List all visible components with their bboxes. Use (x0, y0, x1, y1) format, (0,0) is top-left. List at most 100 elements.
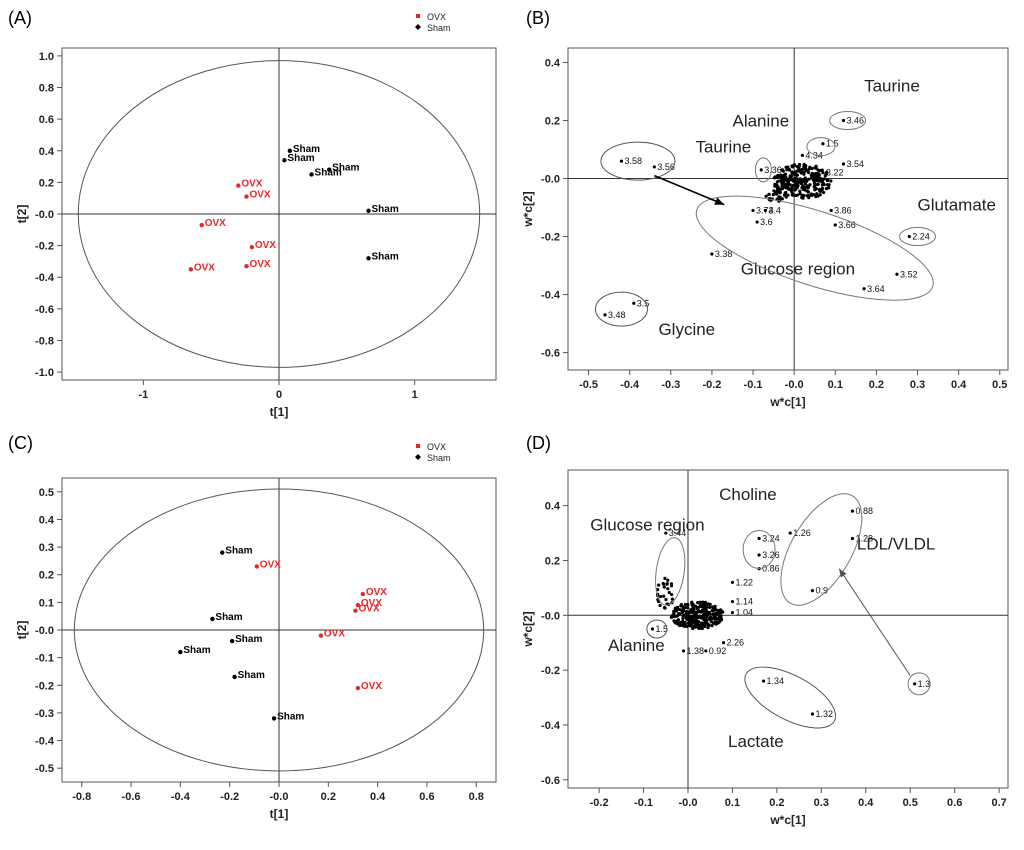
loading-label: 0.88 (855, 506, 873, 516)
loading-point (672, 611, 676, 615)
loading-point (777, 190, 781, 195)
point-label: Sham (372, 251, 399, 262)
loading-point (707, 623, 711, 627)
y-tick-label: -0.3 (35, 708, 54, 720)
loading-point (683, 602, 687, 607)
x-tick-label: -0.6 (122, 791, 141, 803)
x-axis-label: w*c[1] (769, 813, 805, 827)
panel-b-label: (B) (526, 8, 550, 28)
panel-d-label: (D) (526, 433, 551, 453)
x-tick-label: 0.2 (869, 379, 884, 391)
loading-label: 3.38 (715, 249, 733, 259)
loading-point (714, 617, 718, 621)
y-tick-label: 0.4 (39, 146, 55, 158)
loading-point (792, 163, 797, 167)
x-tick-label: 1 (412, 389, 418, 401)
annotation-alanine: Alanine (732, 111, 789, 130)
loading-point (619, 159, 624, 163)
group-ellipse (829, 111, 867, 131)
data-point-ovx (188, 267, 194, 272)
loading-point (669, 584, 674, 588)
x-tick-label: -0.0 (785, 379, 804, 391)
loading-point (715, 608, 719, 612)
loading-point (691, 611, 695, 615)
loadings: 0.881.281.263.243.260.860.93.441.221.141… (590, 485, 935, 751)
loading-point (813, 178, 817, 183)
loading-label: 3.58 (624, 156, 642, 166)
x-tick-label: 0.4 (951, 379, 967, 391)
point-label: Sham (287, 153, 314, 164)
x-tick-label: 0 (276, 389, 282, 401)
panel-c-label: (C) (8, 433, 33, 453)
panel-d: (D) (512, 425, 1024, 850)
loading-point (795, 173, 800, 177)
loading-point (829, 208, 833, 213)
loading-point (784, 175, 788, 180)
point-label: OVX (366, 587, 387, 598)
annotation-glutamate: Glutamate (918, 195, 996, 214)
loading-point (663, 606, 667, 610)
group-ellipse (655, 537, 686, 606)
loading-point (813, 188, 817, 192)
y-tick-label: -0.4 (35, 272, 55, 284)
loading-point (665, 581, 669, 586)
loading-point (694, 611, 698, 616)
data-point-sham (178, 649, 183, 655)
y-tick-label: -0.6 (35, 304, 54, 316)
arrow-line (654, 174, 725, 206)
data-point-ovx (199, 222, 204, 228)
loading-point (803, 166, 808, 171)
loading-point (786, 180, 791, 185)
data-point-ovx (244, 263, 249, 269)
x-tick-label: 0.3 (910, 379, 925, 391)
loading-point (664, 531, 668, 535)
x-tick-label: 0.1 (725, 797, 740, 809)
x-tick-label: -0.8 (72, 791, 91, 803)
group-ellipse (695, 195, 934, 301)
loading-label: 3.56 (657, 162, 675, 172)
loading-label: 3.24 (762, 534, 780, 544)
loading-point (664, 597, 668, 602)
x-tick-label: -0.2 (702, 379, 721, 391)
plot-frame (567, 47, 1009, 371)
loading-point (757, 536, 761, 541)
loading-point (658, 603, 662, 608)
loading-point (701, 602, 705, 606)
series-sham: Sham Sham Sham Sham Sham Sham (178, 546, 304, 722)
loading-label: 3.26 (762, 550, 780, 560)
x-tick-label: 0.5 (903, 797, 918, 809)
loading-point (822, 177, 826, 181)
loading-point (673, 619, 677, 623)
group-ellipse (742, 530, 776, 569)
legend-label-sham: Sham (427, 453, 451, 463)
group-ellipse (594, 291, 648, 327)
loading-label: 1.34 (767, 676, 785, 686)
loading-point (805, 194, 809, 198)
loading-label: 3.86 (834, 205, 852, 215)
legend-marker (416, 14, 420, 18)
loading-point (808, 165, 812, 169)
loading-point (812, 172, 816, 176)
loading-label: 1.32 (815, 709, 833, 719)
loading-label: 3.64 (867, 284, 885, 294)
loading-point (807, 177, 811, 181)
point-label: Sham (215, 612, 242, 623)
panel-b-axes: -0.5 -0.4 -0.3 -0.2 -0.1 -0.0 0.1 0.2 0.3 0.4 0.5 -… (521, 47, 1009, 409)
loading-point (751, 208, 755, 213)
point-label: Sham (332, 163, 359, 174)
loading-point (657, 583, 661, 587)
data-point-ovx (355, 685, 361, 691)
point-label: Sham (372, 204, 399, 215)
loading-point (681, 614, 685, 618)
x-tick-label: -0.1 (744, 379, 763, 391)
loading-point (810, 589, 815, 593)
loading-label: 4.34 (805, 150, 823, 160)
y-axis-label: w*c[2] (521, 191, 535, 227)
loading-point (801, 180, 806, 184)
x-axis-label: w*c[1] (769, 395, 805, 409)
loading-point (759, 168, 763, 172)
data-point-ovx (236, 183, 241, 188)
legend-marker (416, 444, 420, 448)
point-label: OVX (249, 190, 270, 201)
data-point-sham (210, 616, 215, 622)
